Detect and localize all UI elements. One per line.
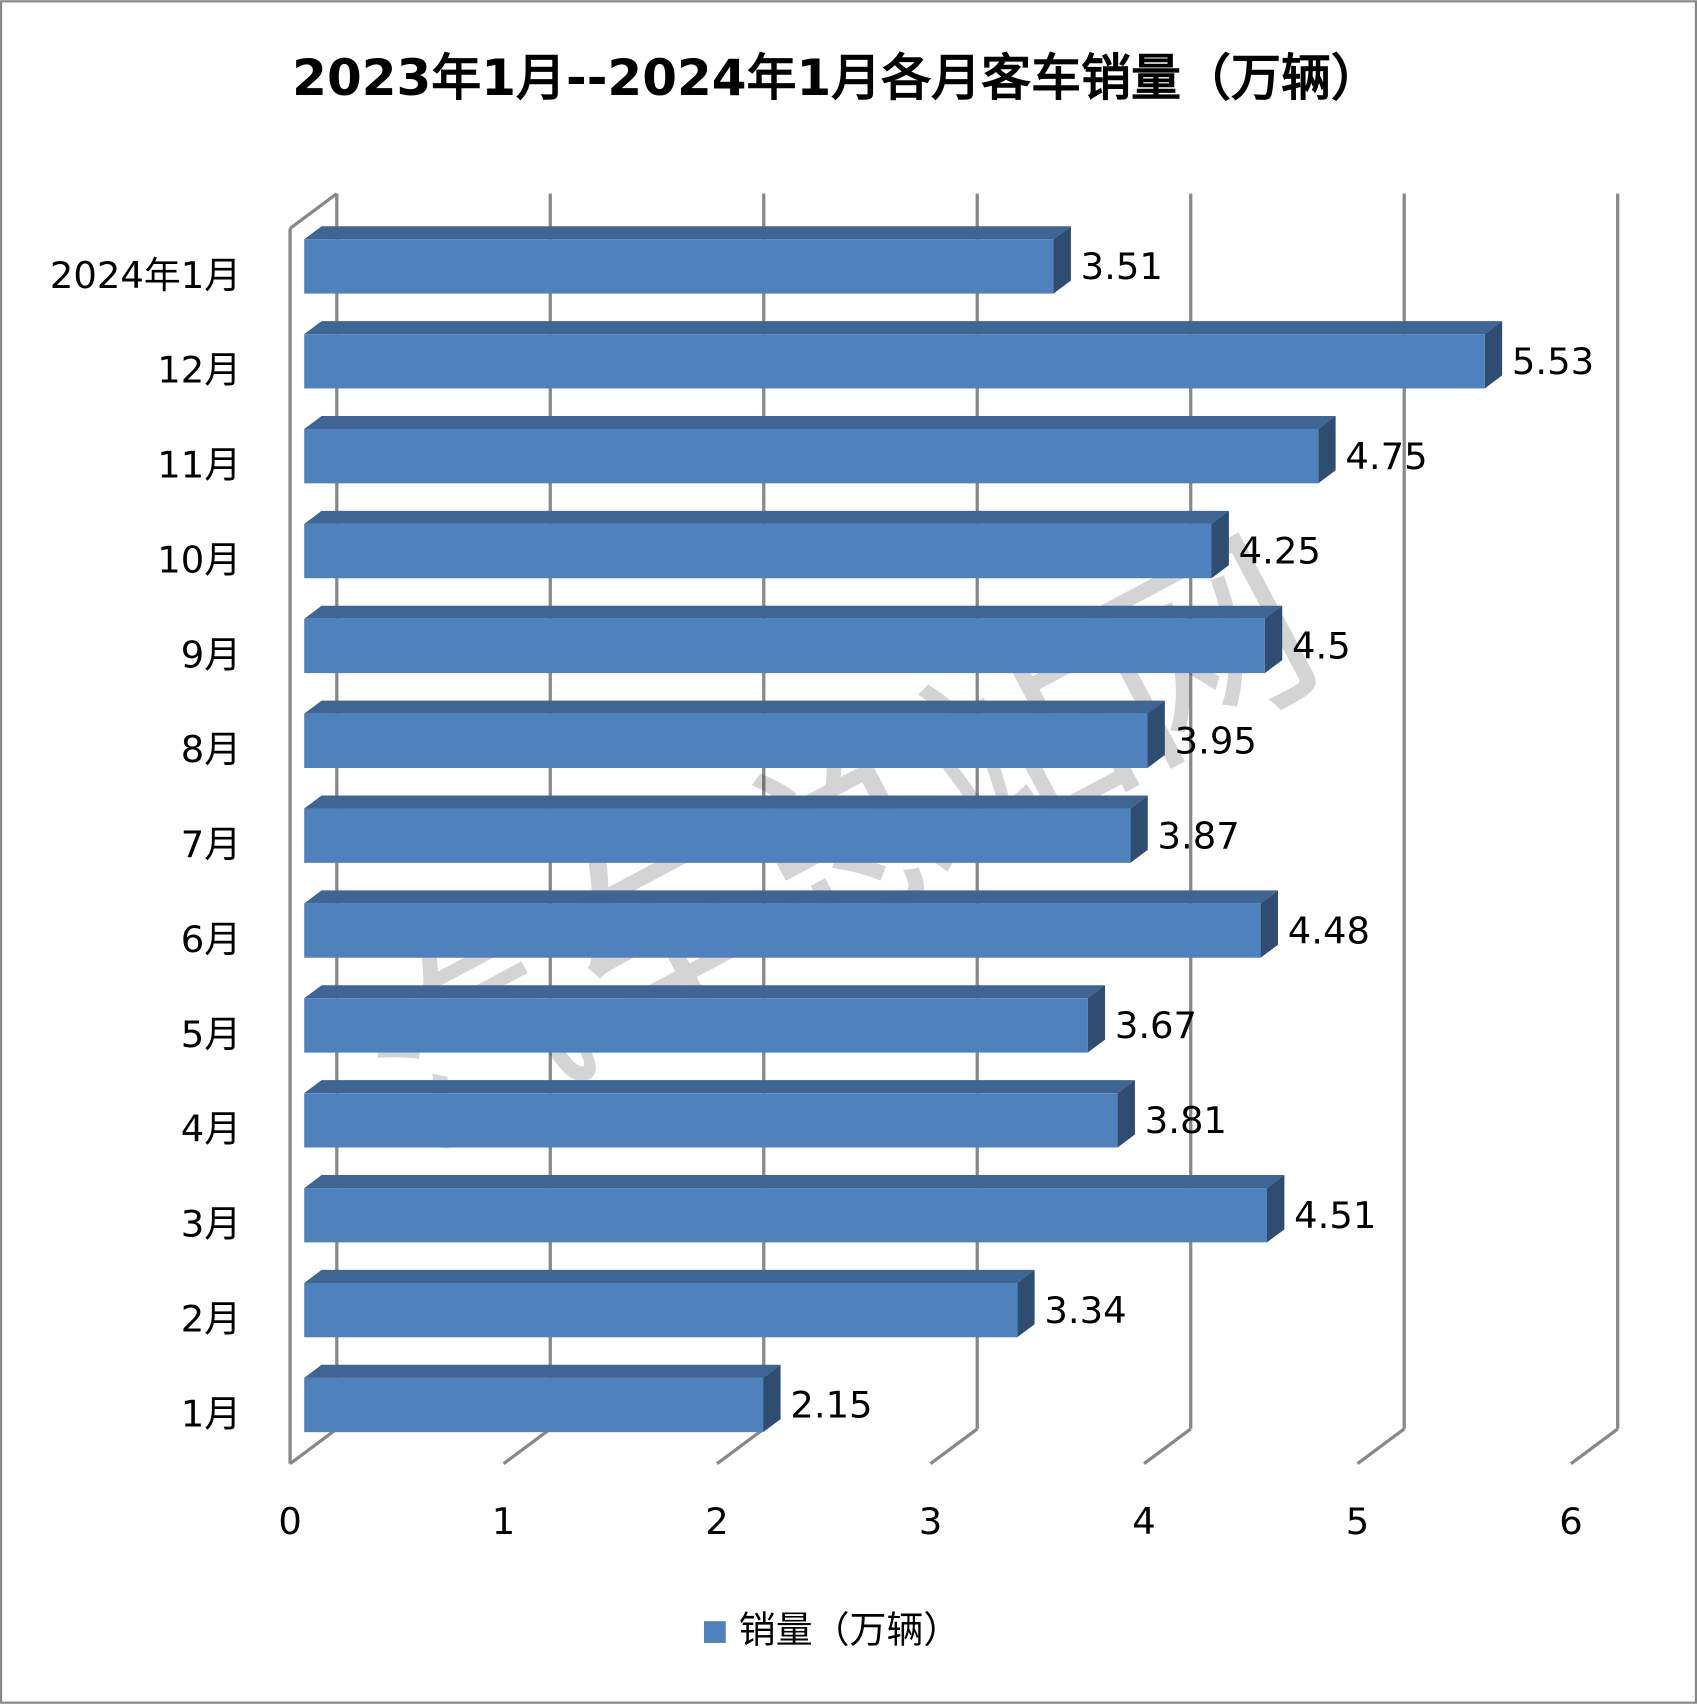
bar-side	[1318, 415, 1336, 484]
y-tick-label: 3月	[181, 1203, 241, 1246]
data-label: 3.67	[1115, 1004, 1197, 1047]
bar	[304, 1188, 1268, 1243]
bar-top	[304, 226, 1071, 240]
floor-grid-line	[502, 1427, 552, 1465]
bar-side	[1017, 1269, 1035, 1338]
left-wall-top	[289, 192, 338, 230]
data-label: 5.53	[1512, 340, 1594, 383]
bar-side	[1117, 1080, 1135, 1148]
bar-side	[1087, 985, 1106, 1053]
bar-side	[1130, 795, 1148, 863]
bar-side	[1053, 226, 1071, 294]
bar-side	[1484, 321, 1503, 389]
bar-top	[304, 1080, 1135, 1094]
bar	[304, 998, 1088, 1053]
bar-side	[1211, 510, 1229, 579]
data-label: 4.5	[1292, 625, 1351, 668]
y-tick-label: 7月	[181, 823, 241, 866]
y-tick-label: 5月	[181, 1013, 241, 1056]
bar	[304, 1093, 1118, 1148]
x-tick-label: 5	[1346, 1500, 1370, 1543]
legend-swatch	[704, 1621, 726, 1643]
data-label: 3.87	[1158, 814, 1240, 857]
y-tick-label: 1月	[181, 1392, 241, 1435]
x-tick-label: 3	[919, 1500, 943, 1543]
bar	[304, 523, 1212, 579]
x-tick-label: 4	[1132, 1500, 1155, 1543]
y-tick-label: 10月	[157, 538, 241, 581]
data-label: 4.75	[1345, 435, 1427, 478]
bar-top	[304, 985, 1106, 999]
bar-side	[1147, 700, 1165, 768]
x-tick-label: 1	[492, 1500, 516, 1543]
x-tick-label: 0	[278, 1500, 302, 1543]
y-tick-label: 12月	[157, 349, 241, 392]
data-label: 3.51	[1081, 245, 1163, 288]
floor-grid-line	[1356, 1427, 1406, 1465]
floor-grid-line	[289, 1427, 338, 1465]
bar-top	[304, 1364, 781, 1378]
bar-side	[1267, 1175, 1285, 1243]
floor-grid-line	[1570, 1427, 1619, 1465]
x-tick-label: 2	[705, 1500, 729, 1543]
bar-top	[304, 1269, 1035, 1283]
bar	[304, 618, 1265, 674]
bar-top	[304, 321, 1503, 335]
floor-grid-line	[929, 1427, 979, 1465]
bar-top	[304, 890, 1278, 904]
bar	[304, 808, 1131, 863]
bar-top	[304, 1175, 1285, 1189]
floor-grid-line	[1143, 1427, 1192, 1465]
bar	[304, 903, 1261, 958]
bar-side	[1260, 890, 1278, 958]
bar	[304, 713, 1148, 768]
data-label: 2.15	[790, 1384, 872, 1427]
bar	[304, 334, 1485, 389]
bar	[304, 1282, 1018, 1338]
data-label: 4.48	[1288, 909, 1370, 952]
y-tick-label: 4月	[181, 1108, 241, 1151]
bar	[304, 1377, 764, 1433]
y-tick-label: 9月	[181, 633, 241, 676]
bar-top	[304, 605, 1283, 619]
bar	[304, 239, 1054, 294]
data-label: 4.51	[1294, 1194, 1376, 1237]
bar-side	[763, 1364, 781, 1433]
bar-side	[1264, 605, 1283, 674]
legend-label: 销量（万辆）	[739, 1609, 961, 1652]
y-tick-label: 6月	[181, 918, 241, 961]
floor-grid-line	[716, 1427, 765, 1465]
data-label: 3.34	[1044, 1289, 1126, 1332]
y-tick-label: 2月	[181, 1297, 241, 1340]
bar	[304, 429, 1319, 484]
y-tick-label: 8月	[181, 728, 241, 771]
data-label: 4.25	[1239, 530, 1321, 573]
chart-title: 2023年1月--2024年1月各月客车销量（万辆）	[292, 49, 1381, 107]
bar-top	[304, 415, 1336, 430]
y-tick-label: 11月	[157, 444, 241, 487]
data-label: 3.81	[1145, 1099, 1227, 1142]
bar-top	[304, 700, 1165, 714]
bar-top	[304, 510, 1229, 524]
data-label: 3.95	[1175, 719, 1257, 762]
x-tick-label: 6	[1559, 1500, 1583, 1543]
bar-top	[304, 795, 1148, 809]
y-tick-label: 2024年1月	[50, 254, 241, 297]
